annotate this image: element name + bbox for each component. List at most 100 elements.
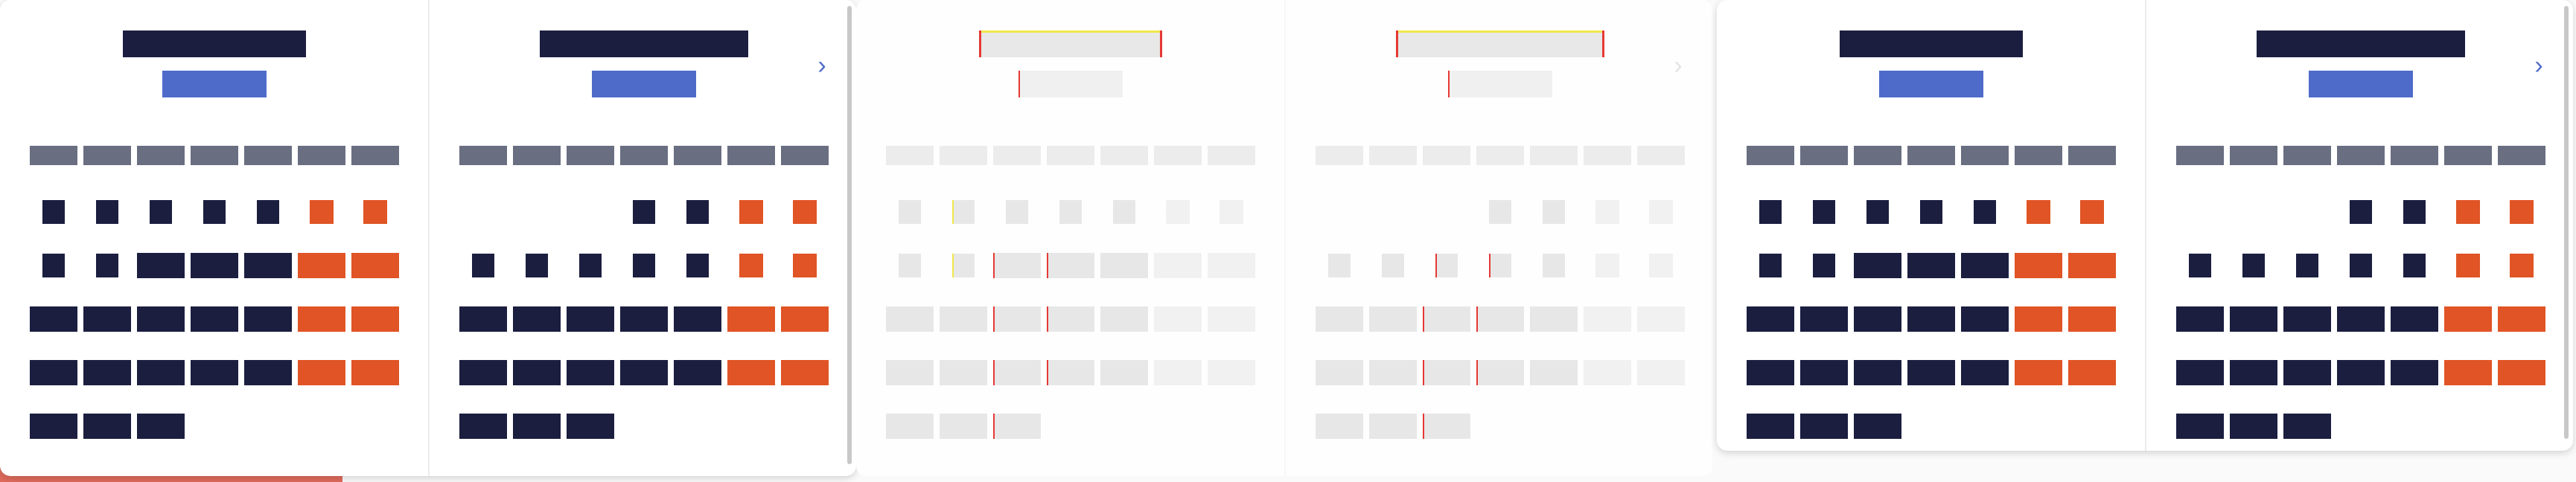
day-cell[interactable] [2510,254,2534,277]
day-cell[interactable] [2015,253,2062,278]
day-cell[interactable] [459,306,507,332]
day-cell[interactable] [191,253,238,278]
day-cell[interactable] [2510,200,2534,224]
day-cell[interactable] [2027,200,2050,224]
day-cell[interactable] [2403,200,2426,224]
day-cell[interactable] [1759,254,1782,277]
day-cell[interactable] [1974,200,1996,224]
day-cell[interactable] [1854,253,1901,278]
day-cell[interactable] [1530,306,1578,332]
day-cell[interactable] [2498,360,2545,385]
day-cell[interactable] [1166,200,1190,224]
day-cell[interactable] [137,253,185,278]
day-cell[interactable] [1637,360,1685,385]
day-cell[interactable] [203,200,226,224]
day-cell[interactable] [1316,306,1363,332]
day-cell[interactable] [1059,200,1082,224]
day-cell[interactable] [1649,200,1673,224]
day-cell[interactable] [1961,253,2009,278]
day-cell[interactable] [30,360,77,385]
year-button[interactable] [1448,71,1552,97]
day-cell[interactable] [1047,253,1094,278]
day-cell[interactable] [2015,306,2062,332]
day-cell[interactable] [674,360,721,385]
day-cell[interactable] [83,306,131,332]
day-cell[interactable] [526,254,548,277]
day-cell[interactable] [727,306,775,332]
day-cell[interactable] [2337,360,2385,385]
day-cell[interactable] [244,306,292,332]
day-cell[interactable] [1047,360,1094,385]
day-cell[interactable] [1920,200,1942,224]
day-cell[interactable] [567,414,614,439]
day-cell[interactable] [2283,414,2331,439]
day-cell[interactable] [2176,414,2224,439]
day-cell[interactable] [1316,414,1363,439]
day-cell[interactable] [2350,200,2372,224]
day-cell[interactable] [1543,200,1565,224]
day-cell[interactable] [1530,360,1578,385]
day-cell[interactable] [1476,306,1524,332]
day-cell[interactable] [993,414,1041,439]
day-cell[interactable] [1854,414,1901,439]
day-cell[interactable] [1154,253,1202,278]
scrollbar[interactable] [847,6,852,464]
day-cell[interactable] [899,254,921,277]
day-cell[interactable] [2444,360,2492,385]
day-cell[interactable] [2230,306,2277,332]
day-cell[interactable] [2015,360,2062,385]
year-button[interactable] [1879,71,1983,97]
day-cell[interactable] [886,414,934,439]
day-cell[interactable] [2068,253,2116,278]
day-cell[interactable] [1369,360,1417,385]
day-cell[interactable] [1866,200,1889,224]
day-cell[interactable] [633,200,655,224]
day-cell[interactable] [1423,414,1470,439]
day-cell[interactable] [1382,254,1404,277]
day-cell[interactable] [1100,253,1148,278]
day-cell[interactable] [1489,200,1511,224]
day-cell[interactable] [1961,360,2009,385]
day-cell[interactable] [2230,360,2277,385]
day-cell[interactable] [1489,254,1511,277]
day-cell[interactable] [244,360,292,385]
year-button[interactable] [592,71,696,97]
day-cell[interactable] [30,414,77,439]
day-cell[interactable] [886,360,934,385]
day-cell[interactable] [993,253,1041,278]
day-cell[interactable] [2283,360,2331,385]
day-cell[interactable] [1584,360,1631,385]
day-cell[interactable] [886,306,934,332]
day-cell[interactable] [2350,254,2372,277]
day-cell[interactable] [83,360,131,385]
day-cell[interactable] [739,254,763,277]
day-cell[interactable] [1747,360,1794,385]
day-cell[interactable] [1961,306,2009,332]
day-cell[interactable] [257,200,279,224]
day-cell[interactable] [940,414,987,439]
day-cell[interactable] [1047,306,1094,332]
day-cell[interactable] [351,360,399,385]
day-cell[interactable] [1208,360,1255,385]
day-cell[interactable] [298,253,345,278]
day-cell[interactable] [1800,306,1848,332]
day-cell[interactable] [30,306,77,332]
day-cell[interactable] [150,200,172,224]
day-cell[interactable] [1154,306,1202,332]
day-cell[interactable] [2176,360,2224,385]
day-cell[interactable] [1854,360,1901,385]
day-cell[interactable] [940,360,987,385]
chevron-right-icon[interactable]: › [817,51,826,80]
day-cell[interactable] [1154,360,1202,385]
day-cell[interactable] [727,360,775,385]
day-cell[interactable] [1800,360,1848,385]
day-cell[interactable] [1369,306,1417,332]
day-cell[interactable] [2391,360,2438,385]
day-cell[interactable] [191,360,238,385]
day-cell[interactable] [459,414,507,439]
day-cell[interactable] [137,414,185,439]
day-cell[interactable] [579,254,602,277]
day-cell[interactable] [2242,254,2265,277]
day-cell[interactable] [1543,254,1565,277]
day-cell[interactable] [310,200,334,224]
